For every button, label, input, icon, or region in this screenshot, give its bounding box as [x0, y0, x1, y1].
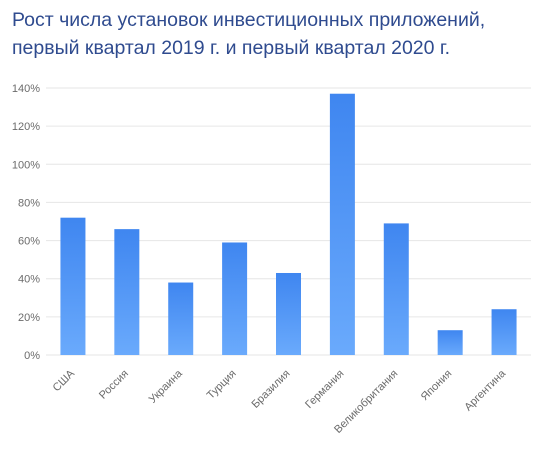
bar	[491, 309, 517, 355]
chart-title-line-1: Рост числа установок инвестиционных прил…	[12, 9, 486, 31]
y-tick-label: 20%	[18, 312, 40, 324]
bar	[383, 223, 409, 355]
y-tick-label: 40%	[18, 274, 40, 286]
chart-title: Рост числа установок инвестиционных прил…	[12, 6, 537, 62]
x-tick-label: Аргентина	[462, 367, 508, 413]
bar	[222, 242, 248, 355]
x-tick-label: США	[51, 367, 78, 394]
bar	[276, 272, 301, 355]
bar	[437, 330, 463, 355]
bar	[168, 282, 194, 355]
y-tick-label: 140%	[12, 83, 40, 95]
x-tick-label: Япония	[419, 368, 455, 404]
y-tick-label: 60%	[18, 236, 40, 248]
x-tick-label: Россия	[97, 368, 131, 402]
x-tick-label: Бразилия	[249, 368, 292, 411]
x-tick-label: Украина	[147, 367, 186, 406]
y-tick-label: 100%	[12, 159, 40, 171]
x-tick-label: Германия	[303, 368, 346, 411]
x-tick-label: Турция	[205, 368, 239, 402]
y-tick-label: 80%	[18, 197, 40, 209]
bar	[114, 229, 140, 355]
bar	[60, 217, 86, 355]
bar	[329, 93, 355, 355]
y-tick-label: 120%	[12, 121, 40, 133]
chart-title-line-2: первый квартал 2019 г. и первый квартал …	[12, 37, 451, 59]
y-tick-label: 0%	[24, 350, 40, 362]
